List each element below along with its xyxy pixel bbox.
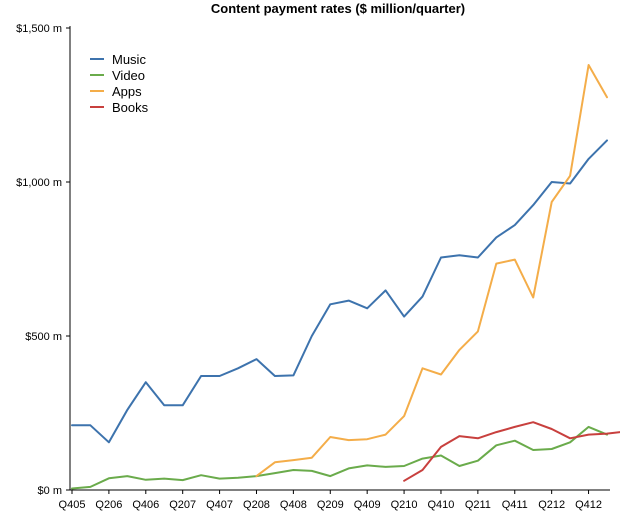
series-line-apps (255, 64, 608, 478)
legend-label-apps: Apps (112, 84, 142, 99)
x-tick-label: Q209 (317, 499, 344, 511)
x-tick-label: Q411 (502, 499, 528, 511)
x-axis: Q405 Q206 Q406 Q207 Q407 Q208 Q408 Q209 Q409 Q210… (59, 489, 610, 511)
legend-label-video: Video (112, 68, 145, 83)
x-tick-label: Q410 (428, 499, 455, 511)
x-tick-label: Q211 (465, 499, 491, 511)
series-line-music (71, 139, 608, 444)
x-tick-label: Q206 (95, 499, 122, 511)
x-tick-label: Q210 (391, 499, 418, 511)
y-tick-label: $500 m (25, 331, 62, 343)
legend-label-books: Books (112, 100, 149, 115)
x-tick-label: Q407 (206, 499, 233, 511)
x-tick-label: Q207 (169, 499, 196, 511)
x-tick-label: Q212 (538, 499, 565, 511)
x-tick-label: Q408 (280, 499, 307, 511)
x-tick-label: Q405 (59, 499, 86, 511)
series-line-books (403, 421, 620, 482)
y-tick-label: $0 m (38, 485, 62, 497)
x-tick-label: Q412 (575, 499, 602, 511)
series-layer (71, 64, 620, 490)
x-tick-label: Q409 (354, 499, 381, 511)
x-tick-label: Q406 (132, 499, 159, 511)
y-axis: $0 m $500 m $1,000 m $1,500 m (16, 23, 71, 497)
series-line-video (71, 425, 608, 490)
x-tick-label: Q208 (243, 499, 270, 511)
y-tick-label: $1,500 m (16, 23, 62, 35)
legend-label-music: Music (112, 52, 146, 67)
chart-title: Content payment rates ($ million/quarter… (211, 1, 465, 16)
y-tick-label: $1,000 m (16, 177, 62, 189)
